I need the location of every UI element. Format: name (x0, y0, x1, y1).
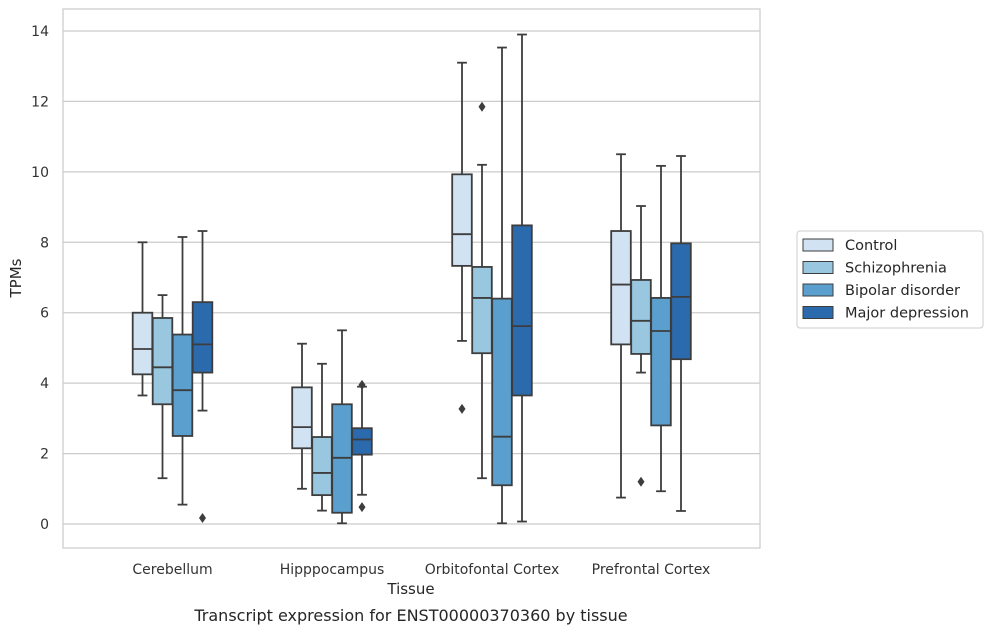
y-axis-label: TPMs (7, 258, 25, 298)
x-tick-label: Cerebellum (132, 562, 212, 578)
legend-swatch (802, 238, 834, 252)
box (511, 224, 533, 397)
box (491, 297, 513, 487)
box-group (451, 33, 533, 525)
legend-label: Schizophrenia (845, 261, 947, 277)
outlier-point (458, 403, 466, 414)
outlier-point (478, 101, 486, 112)
box (471, 266, 493, 355)
box-group (610, 153, 692, 512)
legend-swatch (802, 283, 834, 297)
x-tick-label: Hipppocampus (280, 562, 385, 578)
box (151, 317, 174, 406)
legend-label: Control (845, 238, 897, 254)
legend-swatch (802, 306, 834, 319)
legend: Control Schizophrenia Bipolar disorder Majo… (796, 230, 984, 329)
x-tick-labels: Cerebellum Hipppocampus Orbitofontal Corte… (132, 562, 710, 578)
y-tick-label: 14 (31, 24, 49, 40)
legend-label: Major depression (845, 306, 969, 322)
y-tick-label: 2 (40, 447, 49, 463)
x-tick-label: Orbitofontal Cortex (425, 562, 560, 578)
y-tick-label: 10 (31, 165, 49, 181)
y-tick-labels: 0 2 4 6 8 10 12 14 (31, 24, 49, 533)
x-axis-label: Tissue (386, 580, 434, 598)
box (171, 333, 194, 437)
box-group (131, 230, 214, 524)
chart-caption: Transcript expression for ENST0000037036… (193, 606, 627, 625)
box (630, 279, 652, 355)
outlier-point (637, 476, 645, 487)
y-tick-label: 0 (40, 517, 49, 533)
outlier-point (358, 502, 366, 513)
x-tick-label: Prefrontal Cortex (592, 562, 711, 578)
box (610, 230, 632, 346)
y-tick-label: 4 (40, 376, 49, 392)
y-tick-label: 12 (31, 94, 49, 110)
box-groups (131, 33, 692, 525)
box-group (291, 329, 373, 525)
box (131, 311, 154, 376)
outlier-point (199, 513, 206, 524)
gridlines (63, 30, 760, 525)
legend-label: Bipolar disorder (845, 283, 960, 299)
legend-frame (796, 230, 984, 329)
box (191, 301, 214, 374)
plot-frame (62, 8, 761, 549)
box (670, 242, 692, 361)
box (291, 386, 313, 450)
legend-swatch (802, 261, 834, 274)
outlier-point (358, 379, 366, 390)
box (311, 436, 333, 497)
box (451, 173, 473, 267)
y-tick-label: 6 (40, 306, 49, 322)
box (650, 297, 672, 427)
y-tick-label: 8 (40, 235, 49, 251)
box (351, 427, 373, 456)
